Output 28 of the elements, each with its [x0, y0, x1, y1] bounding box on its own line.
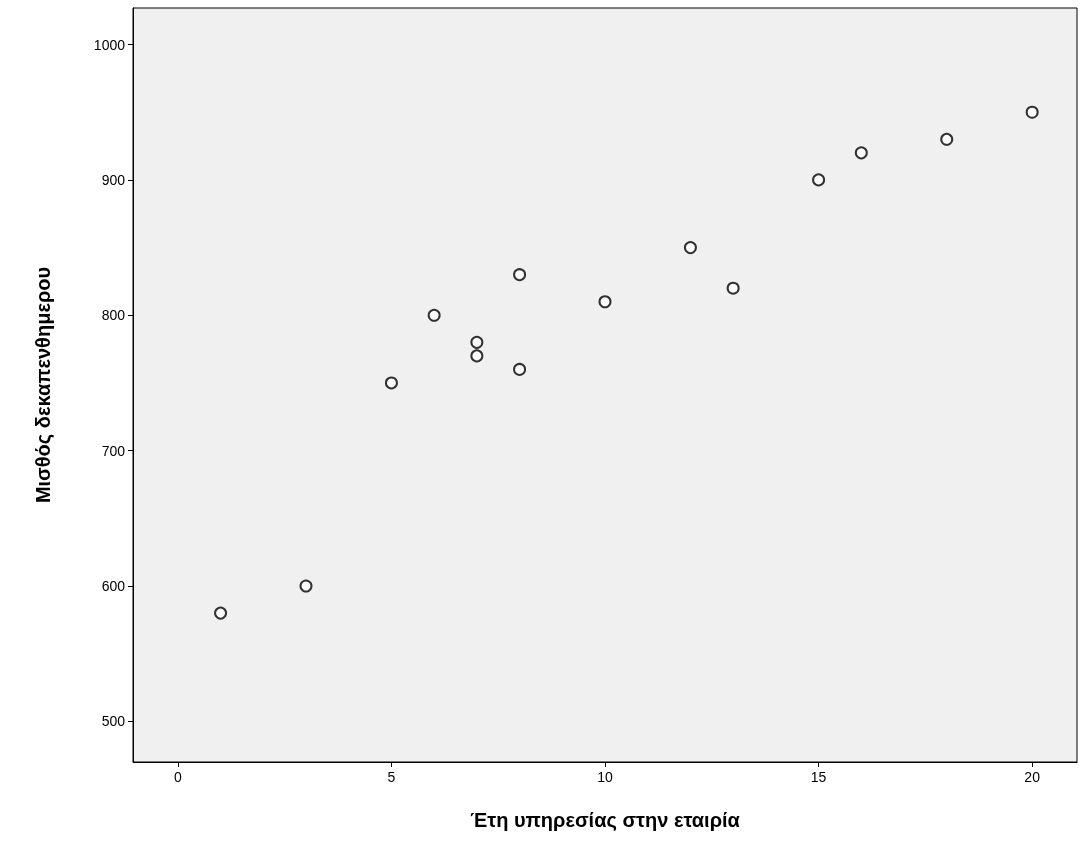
point	[470, 335, 484, 349]
point	[513, 362, 527, 376]
x-tick-label: 0	[173, 769, 182, 785]
point	[598, 295, 612, 309]
x-tick-label: 10	[597, 769, 613, 785]
x-tick-label: 5	[387, 769, 396, 785]
y-tick-label: 700	[101, 442, 126, 459]
y-tick-label: 800	[101, 307, 126, 324]
point	[384, 376, 398, 390]
y-tick-label: 600	[101, 578, 126, 595]
y-tick-label: 500	[101, 713, 126, 730]
point	[854, 146, 868, 160]
point	[683, 241, 697, 255]
y-tick-label: 1000	[93, 36, 126, 53]
point	[513, 268, 527, 282]
point	[427, 308, 441, 322]
point	[214, 606, 228, 620]
point	[470, 349, 484, 363]
point	[940, 132, 954, 146]
point	[299, 579, 313, 593]
x-tick-label: 20	[1024, 769, 1041, 785]
y-tick-label: 900	[101, 171, 126, 188]
point	[726, 281, 740, 295]
y-axis-title: Μισθός δεκαπενθημερου	[32, 266, 54, 504]
point	[1025, 105, 1039, 119]
x-axis-title: Έτη υπηρεσίας στην εταιρία	[470, 809, 741, 831]
point	[812, 173, 826, 187]
x-tick-label: 15	[810, 769, 827, 785]
